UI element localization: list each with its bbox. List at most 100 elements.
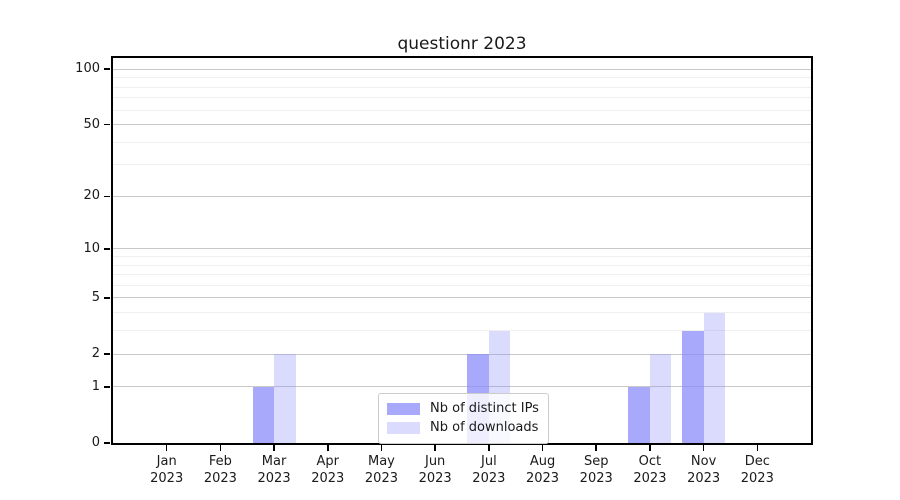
x-tick-year: 2023 bbox=[740, 471, 774, 486]
gridline-major-2 bbox=[113, 353, 811, 355]
gridline-minor-60 bbox=[113, 109, 811, 111]
x-tick-month: Sep bbox=[583, 454, 609, 469]
y-tick-label-20: 20 bbox=[83, 188, 100, 204]
x-tick-mark-aug bbox=[541, 445, 544, 451]
gridline-minor-80 bbox=[113, 86, 811, 88]
gridline-minor-7 bbox=[113, 274, 811, 276]
x-tick-year: 2023 bbox=[418, 471, 452, 486]
plot-content bbox=[113, 58, 811, 443]
x-tick-year: 2023 bbox=[687, 471, 721, 486]
legend-swatch-downloads bbox=[387, 421, 420, 434]
x-tick-mark-jun bbox=[434, 445, 436, 451]
x-tick-label-feb: Feb 2023 bbox=[189, 453, 251, 487]
gridline-major-1 bbox=[113, 386, 811, 388]
legend-entry-distinct-ips: Nb of distinct IPs bbox=[387, 399, 539, 418]
gridline-minor-30 bbox=[113, 164, 811, 166]
x-tick-label-sep: Sep 2023 bbox=[565, 453, 627, 487]
gridline-minor-6 bbox=[113, 284, 811, 286]
x-tick-month: Dec bbox=[744, 454, 770, 469]
gridline-major-20 bbox=[113, 195, 811, 197]
x-tick-label-may: May 2023 bbox=[350, 453, 412, 487]
x-tick-month: Mar bbox=[261, 454, 287, 469]
x-tick-year: 2023 bbox=[472, 471, 506, 486]
x-tick-mark-sep bbox=[595, 445, 597, 451]
y-tick-mark-0 bbox=[104, 442, 110, 444]
legend-label-distinct-ips: Nb of distinct IPs bbox=[430, 401, 539, 416]
x-tick-mark-nov bbox=[702, 445, 705, 451]
x-tick-mark-apr bbox=[327, 445, 329, 451]
x-tick-year: 2023 bbox=[311, 471, 345, 486]
legend: Nb of distinct IPs Nb of downloads bbox=[378, 393, 549, 444]
bar-downloads-oct bbox=[649, 354, 672, 443]
x-tick-year: 2023 bbox=[150, 471, 184, 486]
x-tick-year: 2023 bbox=[257, 471, 291, 486]
x-tick-month: Apr bbox=[316, 454, 340, 469]
x-tick-label-dec: Dec 2023 bbox=[726, 453, 788, 487]
x-tick-label-jan: Jan 2023 bbox=[136, 453, 198, 487]
x-tick-label-nov: Nov 2023 bbox=[673, 453, 735, 487]
legend-swatch-distinct-ips bbox=[387, 402, 420, 415]
y-tick-label-50: 50 bbox=[83, 116, 100, 132]
x-tick-mark-may bbox=[380, 445, 383, 451]
y-tick-mark-10 bbox=[104, 248, 110, 250]
bar-distinct-ips-mar bbox=[252, 386, 275, 443]
gridline-major-10 bbox=[113, 248, 811, 250]
y-tick-mark-100 bbox=[104, 68, 110, 70]
y-tick-label-100: 100 bbox=[75, 61, 100, 77]
bar-downloads-mar bbox=[274, 354, 296, 443]
legend-entry-downloads: Nb of downloads bbox=[387, 418, 539, 437]
y-tick-mark-2 bbox=[104, 353, 110, 355]
gridline-minor-9 bbox=[113, 256, 811, 257]
x-tick-label-jul: Jul 2023 bbox=[458, 453, 520, 487]
x-tick-year: 2023 bbox=[525, 471, 560, 486]
legend-label-downloads: Nb of downloads bbox=[430, 420, 539, 435]
x-tick-label-jun: Jun 2023 bbox=[404, 453, 466, 487]
x-tick-mark-jan bbox=[165, 445, 168, 451]
plot-area bbox=[111, 56, 813, 445]
x-tick-label-mar: Mar 2023 bbox=[243, 453, 305, 487]
y-tick-label-10: 10 bbox=[83, 240, 100, 256]
gridline-minor-40 bbox=[113, 141, 811, 143]
x-tick-label-aug: Aug 2023 bbox=[512, 453, 574, 487]
gridline-major-100 bbox=[113, 68, 811, 70]
gridline-minor-3 bbox=[113, 330, 811, 332]
x-tick-month: Oct bbox=[638, 454, 662, 469]
y-tick-mark-5 bbox=[104, 297, 110, 299]
bar-distinct-ips-oct bbox=[628, 386, 650, 443]
y-tick-label-1: 1 bbox=[91, 378, 100, 394]
x-tick-year: 2023 bbox=[633, 471, 667, 486]
x-tick-month: Nov bbox=[690, 454, 717, 469]
x-tick-mark-jul bbox=[488, 445, 490, 451]
x-tick-month: May bbox=[368, 454, 395, 469]
x-tick-year: 2023 bbox=[203, 471, 237, 486]
x-tick-year: 2023 bbox=[364, 471, 398, 486]
y-tick-label-0: 0 bbox=[91, 435, 100, 450]
x-tick-mark-dec bbox=[756, 445, 759, 451]
x-tick-label-apr: Apr 2023 bbox=[297, 453, 359, 487]
x-tick-month: Aug bbox=[529, 454, 556, 469]
y-tick-mark-20 bbox=[104, 195, 110, 198]
gridline-minor-70 bbox=[113, 97, 811, 99]
x-tick-month: Jul bbox=[481, 454, 497, 469]
x-tick-label-oct: Oct 2023 bbox=[619, 453, 681, 487]
gridline-minor-8 bbox=[113, 264, 811, 266]
y-tick-label-5: 5 bbox=[91, 289, 100, 305]
gridline-major-50 bbox=[113, 124, 811, 126]
chart-title: questionr 2023 bbox=[397, 34, 527, 54]
y-tick-label-2: 2 bbox=[91, 346, 100, 362]
bar-distinct-ips-nov bbox=[682, 330, 704, 443]
bar-downloads-nov bbox=[703, 312, 726, 443]
gridline-minor-4 bbox=[113, 312, 811, 314]
gridline-minor-90 bbox=[113, 77, 811, 79]
x-tick-month: Jan bbox=[156, 454, 177, 469]
x-tick-month: Feb bbox=[208, 454, 232, 469]
x-tick-month: Jun bbox=[424, 454, 446, 469]
x-tick-year: 2023 bbox=[579, 471, 613, 486]
x-tick-mark-feb bbox=[219, 445, 222, 451]
x-tick-mark-oct bbox=[649, 445, 651, 451]
y-tick-mark-50 bbox=[104, 123, 110, 126]
x-tick-mark-mar bbox=[273, 445, 275, 451]
y-tick-mark-1 bbox=[104, 386, 110, 388]
gridline-major-5 bbox=[113, 297, 811, 299]
